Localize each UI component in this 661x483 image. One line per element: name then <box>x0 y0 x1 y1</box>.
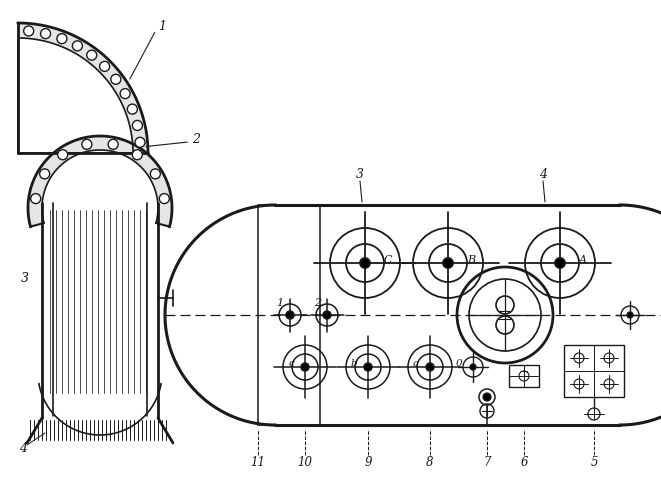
Circle shape <box>443 258 453 268</box>
Text: 3: 3 <box>356 169 364 182</box>
Text: 6: 6 <box>520 456 527 469</box>
Text: 8: 8 <box>426 456 434 469</box>
Circle shape <box>132 120 142 130</box>
Circle shape <box>483 393 491 401</box>
Text: b: b <box>351 358 358 368</box>
Circle shape <box>150 169 161 179</box>
Circle shape <box>135 137 145 147</box>
Circle shape <box>111 74 121 84</box>
Bar <box>564 345 624 397</box>
Circle shape <box>132 150 142 160</box>
Circle shape <box>82 139 92 149</box>
Bar <box>509 365 539 387</box>
Circle shape <box>58 150 67 160</box>
Circle shape <box>87 50 97 60</box>
Circle shape <box>470 364 476 370</box>
Circle shape <box>301 363 309 371</box>
Circle shape <box>426 363 434 371</box>
Text: 1: 1 <box>158 19 166 32</box>
Text: B: B <box>467 255 475 265</box>
Circle shape <box>40 169 50 179</box>
Bar <box>258 205 320 425</box>
Text: 4: 4 <box>539 169 547 182</box>
Circle shape <box>323 311 331 319</box>
Text: 7: 7 <box>483 456 490 469</box>
Circle shape <box>364 363 372 371</box>
Text: 9: 9 <box>364 456 371 469</box>
Polygon shape <box>18 23 148 153</box>
Circle shape <box>24 26 34 36</box>
Circle shape <box>73 41 83 51</box>
Circle shape <box>108 139 118 149</box>
Circle shape <box>40 28 50 39</box>
Circle shape <box>159 194 169 203</box>
Text: c: c <box>288 358 294 368</box>
Text: 1: 1 <box>276 298 284 308</box>
Circle shape <box>100 61 110 71</box>
Circle shape <box>57 34 67 43</box>
Circle shape <box>555 258 565 268</box>
Polygon shape <box>28 136 172 227</box>
Circle shape <box>120 88 130 99</box>
Text: 11: 11 <box>251 456 266 469</box>
Text: 10: 10 <box>297 456 313 469</box>
Text: 3: 3 <box>21 271 29 284</box>
Circle shape <box>360 258 370 268</box>
Text: 2: 2 <box>192 133 200 146</box>
Text: 2: 2 <box>315 298 321 308</box>
Text: A: A <box>579 255 587 265</box>
Circle shape <box>128 104 137 114</box>
Text: a: a <box>413 358 419 368</box>
Text: 4: 4 <box>19 441 27 455</box>
Text: C: C <box>384 255 392 265</box>
Circle shape <box>627 312 633 318</box>
Circle shape <box>286 311 294 319</box>
Circle shape <box>30 194 41 203</box>
Text: 0: 0 <box>455 359 462 369</box>
Text: 5: 5 <box>590 456 598 469</box>
